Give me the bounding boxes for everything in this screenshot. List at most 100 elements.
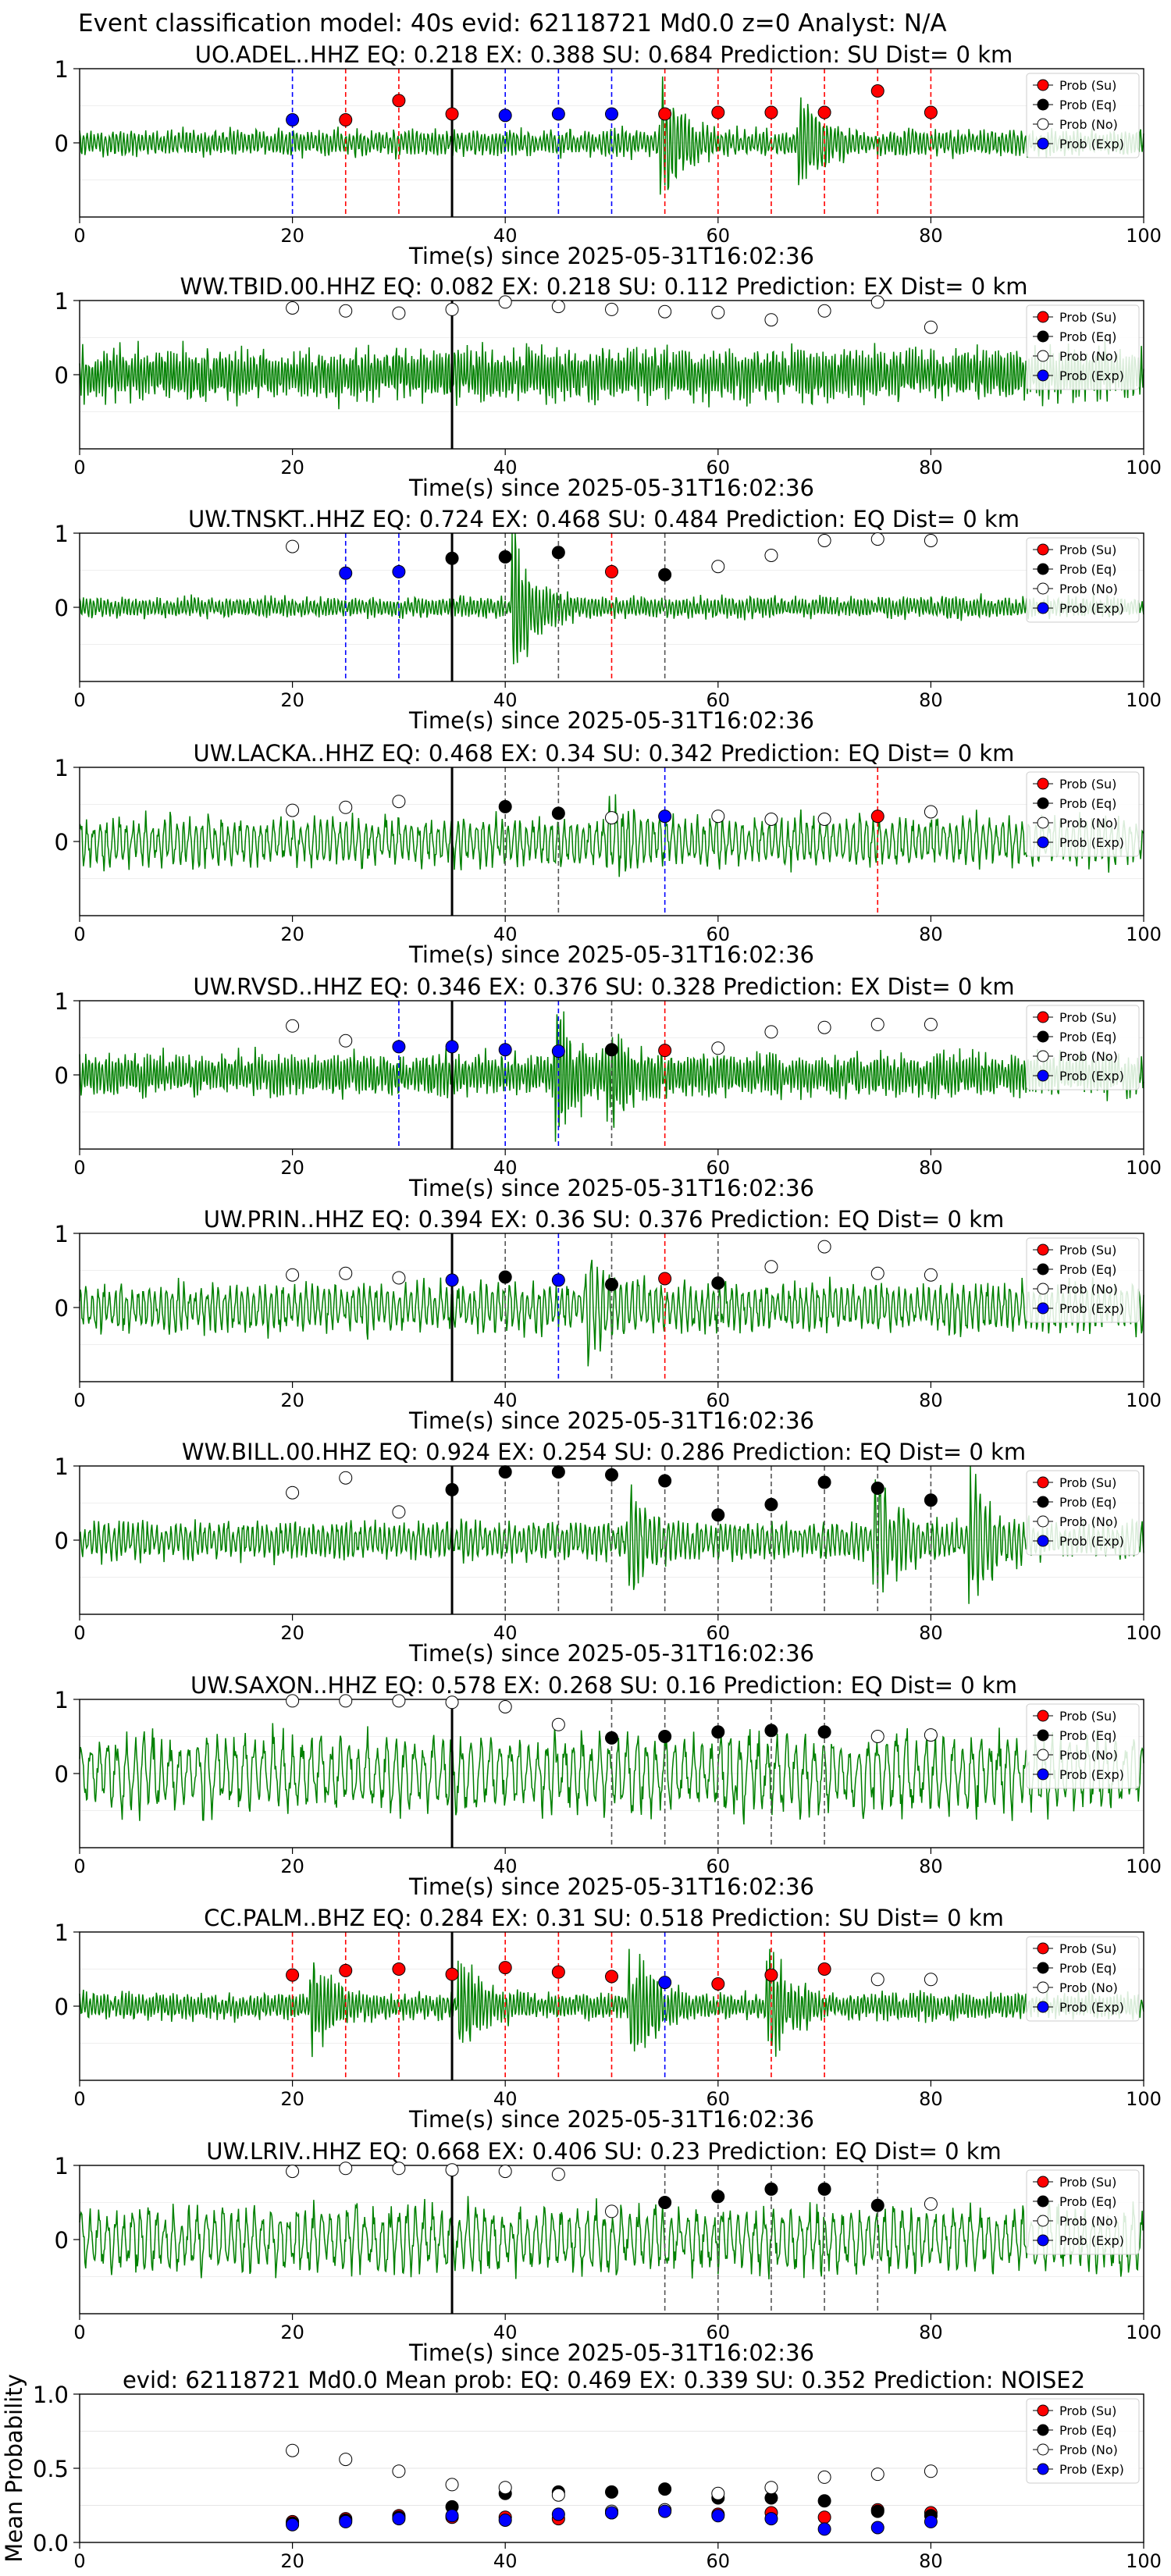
legend-marker <box>1037 369 1049 382</box>
prob-point-eq <box>658 1474 672 1488</box>
y-tick-label: 1 <box>55 56 69 83</box>
x-tick-label: 40 <box>493 2322 518 2343</box>
mean-point-no <box>392 2464 406 2478</box>
prob-point-su <box>711 105 725 119</box>
legend-label: Prob (No) <box>1059 349 1118 364</box>
prob-point-no <box>764 813 778 826</box>
y-tick-label: 0 <box>55 1062 69 1089</box>
prob-point-eq <box>498 1270 512 1284</box>
panel-title: WW.TBID.00.HHZ EQ: 0.082 EX: 0.218 SU: 0… <box>180 273 1028 300</box>
prob-point-no <box>924 1268 938 1282</box>
legend-box <box>1026 304 1140 390</box>
x-tick-label: 60 <box>707 225 731 247</box>
prob-point-su <box>498 1961 512 1975</box>
prob-point-su <box>658 107 672 121</box>
legend-marker <box>1037 1768 1049 1781</box>
x-tick-label: 20 <box>280 689 304 711</box>
legend-label: Prob (Exp) <box>1059 1767 1124 1782</box>
prob-point-no <box>817 534 831 547</box>
panel-uw-tnskt--hhz: 0 20 40 60 80 100 0 1 Time(s) since 2025-05-31T1… <box>55 506 1162 734</box>
legend-label: Prob (Exp) <box>1059 1069 1124 1083</box>
x-tick-label: 100 <box>1126 2550 1162 2572</box>
legend-box <box>1026 537 1140 623</box>
prob-point-su <box>339 113 353 127</box>
x-tick-label: 60 <box>707 1622 731 1644</box>
panel-ww-bill-00-hhz: 0 20 40 60 80 100 0 1 Time(s) since 2025-05-31T1… <box>55 1439 1162 1667</box>
panel-title: UW.RVSD..HHZ EQ: 0.346 EX: 0.376 SU: 0.3… <box>193 973 1014 1000</box>
y-tick-label: 0 <box>55 595 69 621</box>
legend-marker <box>1037 2404 1049 2417</box>
x-tick-label: 80 <box>919 1622 943 1644</box>
y-tick-label: 0 <box>55 2227 69 2254</box>
panel-title: UW.LACKA..HHZ EQ: 0.468 EX: 0.34 SU: 0.3… <box>194 740 1015 767</box>
legend-label: Prob (Su) <box>1059 2403 1116 2418</box>
prob-point-exp <box>551 1044 565 1059</box>
prob-point-exp <box>658 809 672 824</box>
x-tick-label: 40 <box>493 457 518 479</box>
prob-point-su <box>392 94 406 108</box>
y-tick-label: 1 <box>55 2153 69 2179</box>
prob-point-no <box>870 1973 884 1987</box>
prob-point-no <box>445 1695 459 1710</box>
mean-point-no <box>286 2443 300 2457</box>
panel-title: UW.PRIN..HHZ EQ: 0.394 EX: 0.36 SU: 0.37… <box>204 1206 1005 1233</box>
x-tick-label: 80 <box>919 2550 943 2572</box>
legend-marker <box>1037 330 1049 343</box>
x-tick-label: 80 <box>919 1157 943 1179</box>
prob-point-no <box>924 805 938 819</box>
legend-label: Prob (Eq) <box>1059 796 1116 811</box>
prob-point-eq <box>658 1730 672 1743</box>
legend-label: Prob (Exp) <box>1059 368 1124 383</box>
x-tick-label: 100 <box>1126 1157 1162 1179</box>
legend-label: Prob (No) <box>1059 2443 1118 2457</box>
prob-point-no <box>286 301 300 315</box>
x-tick-label: 0 <box>73 2322 85 2343</box>
prob-point-su <box>658 1272 672 1286</box>
panel-uo-adel--hhz: 0 20 40 60 80 100 0 1 Time(s) since 2025-05-31T1… <box>55 41 1162 269</box>
legend-label: Prob (Exp) <box>1059 2462 1124 2477</box>
legend-marker <box>1037 118 1049 130</box>
legend-marker <box>1037 797 1049 809</box>
panel-title: UW.SAXON..HHZ EQ: 0.578 EX: 0.268 SU: 0.… <box>190 1672 1017 1699</box>
x-axis-label: Time(s) since 2025-05-31T16:02:36 <box>408 1873 814 1900</box>
prob-point-no <box>870 1730 884 1743</box>
prob-point-eq <box>498 1465 512 1479</box>
prob-point-eq <box>817 2182 831 2196</box>
x-tick-label: 80 <box>919 457 943 479</box>
prob-point-no <box>286 539 300 553</box>
legend-label: Prob (No) <box>1059 117 1118 132</box>
legend-marker <box>1037 1749 1049 1761</box>
legend-label: Prob (Exp) <box>1059 1534 1124 1549</box>
legend-marker <box>1037 1030 1049 1043</box>
y-tick-label: 0 <box>55 130 69 157</box>
mean-point-exp <box>498 2514 512 2527</box>
x-tick-label: 0 <box>73 1856 85 1877</box>
x-axis-label: Time(s) since 2025-05-31T16:02:36 <box>408 2339 814 2366</box>
legend-marker <box>1037 1069 1049 1082</box>
legend-label: Prob (Eq) <box>1059 329 1116 344</box>
legend-marker <box>1037 1729 1049 1742</box>
legend-marker <box>1037 2176 1049 2188</box>
prob-point-no <box>924 534 938 547</box>
x-tick-label: 0 <box>73 923 85 945</box>
figure-title: Event classification model: 40s evid: 62… <box>78 9 947 37</box>
legend-label: Prob (Su) <box>1059 310 1116 325</box>
prob-point-eq <box>445 551 459 565</box>
legend-marker <box>1037 2443 1049 2456</box>
x-tick-label: 40 <box>493 1622 518 1644</box>
legend-label: Prob (Eq) <box>1059 98 1116 112</box>
prob-point-su <box>392 1962 406 1976</box>
legend-marker <box>1037 817 1049 829</box>
panel-title: UO.ADEL..HHZ EQ: 0.218 EX: 0.388 SU: 0.6… <box>195 41 1013 68</box>
mean-point-exp <box>551 2507 565 2521</box>
x-tick-label: 100 <box>1126 1622 1162 1644</box>
legend-box <box>1026 73 1140 158</box>
panel-uw-saxon--hhz: 0 20 40 60 80 100 0 1 Time(s) since 2025-05-31T1… <box>55 1672 1162 1900</box>
x-tick-label: 80 <box>919 2322 943 2343</box>
y-axis-label: Mean Probability <box>1 2374 27 2563</box>
prob-point-no <box>711 809 725 824</box>
legend-marker <box>1037 1942 1049 1955</box>
waveform-trace <box>79 76 1144 195</box>
x-tick-label: 100 <box>1126 689 1162 711</box>
prob-point-no <box>286 803 300 817</box>
